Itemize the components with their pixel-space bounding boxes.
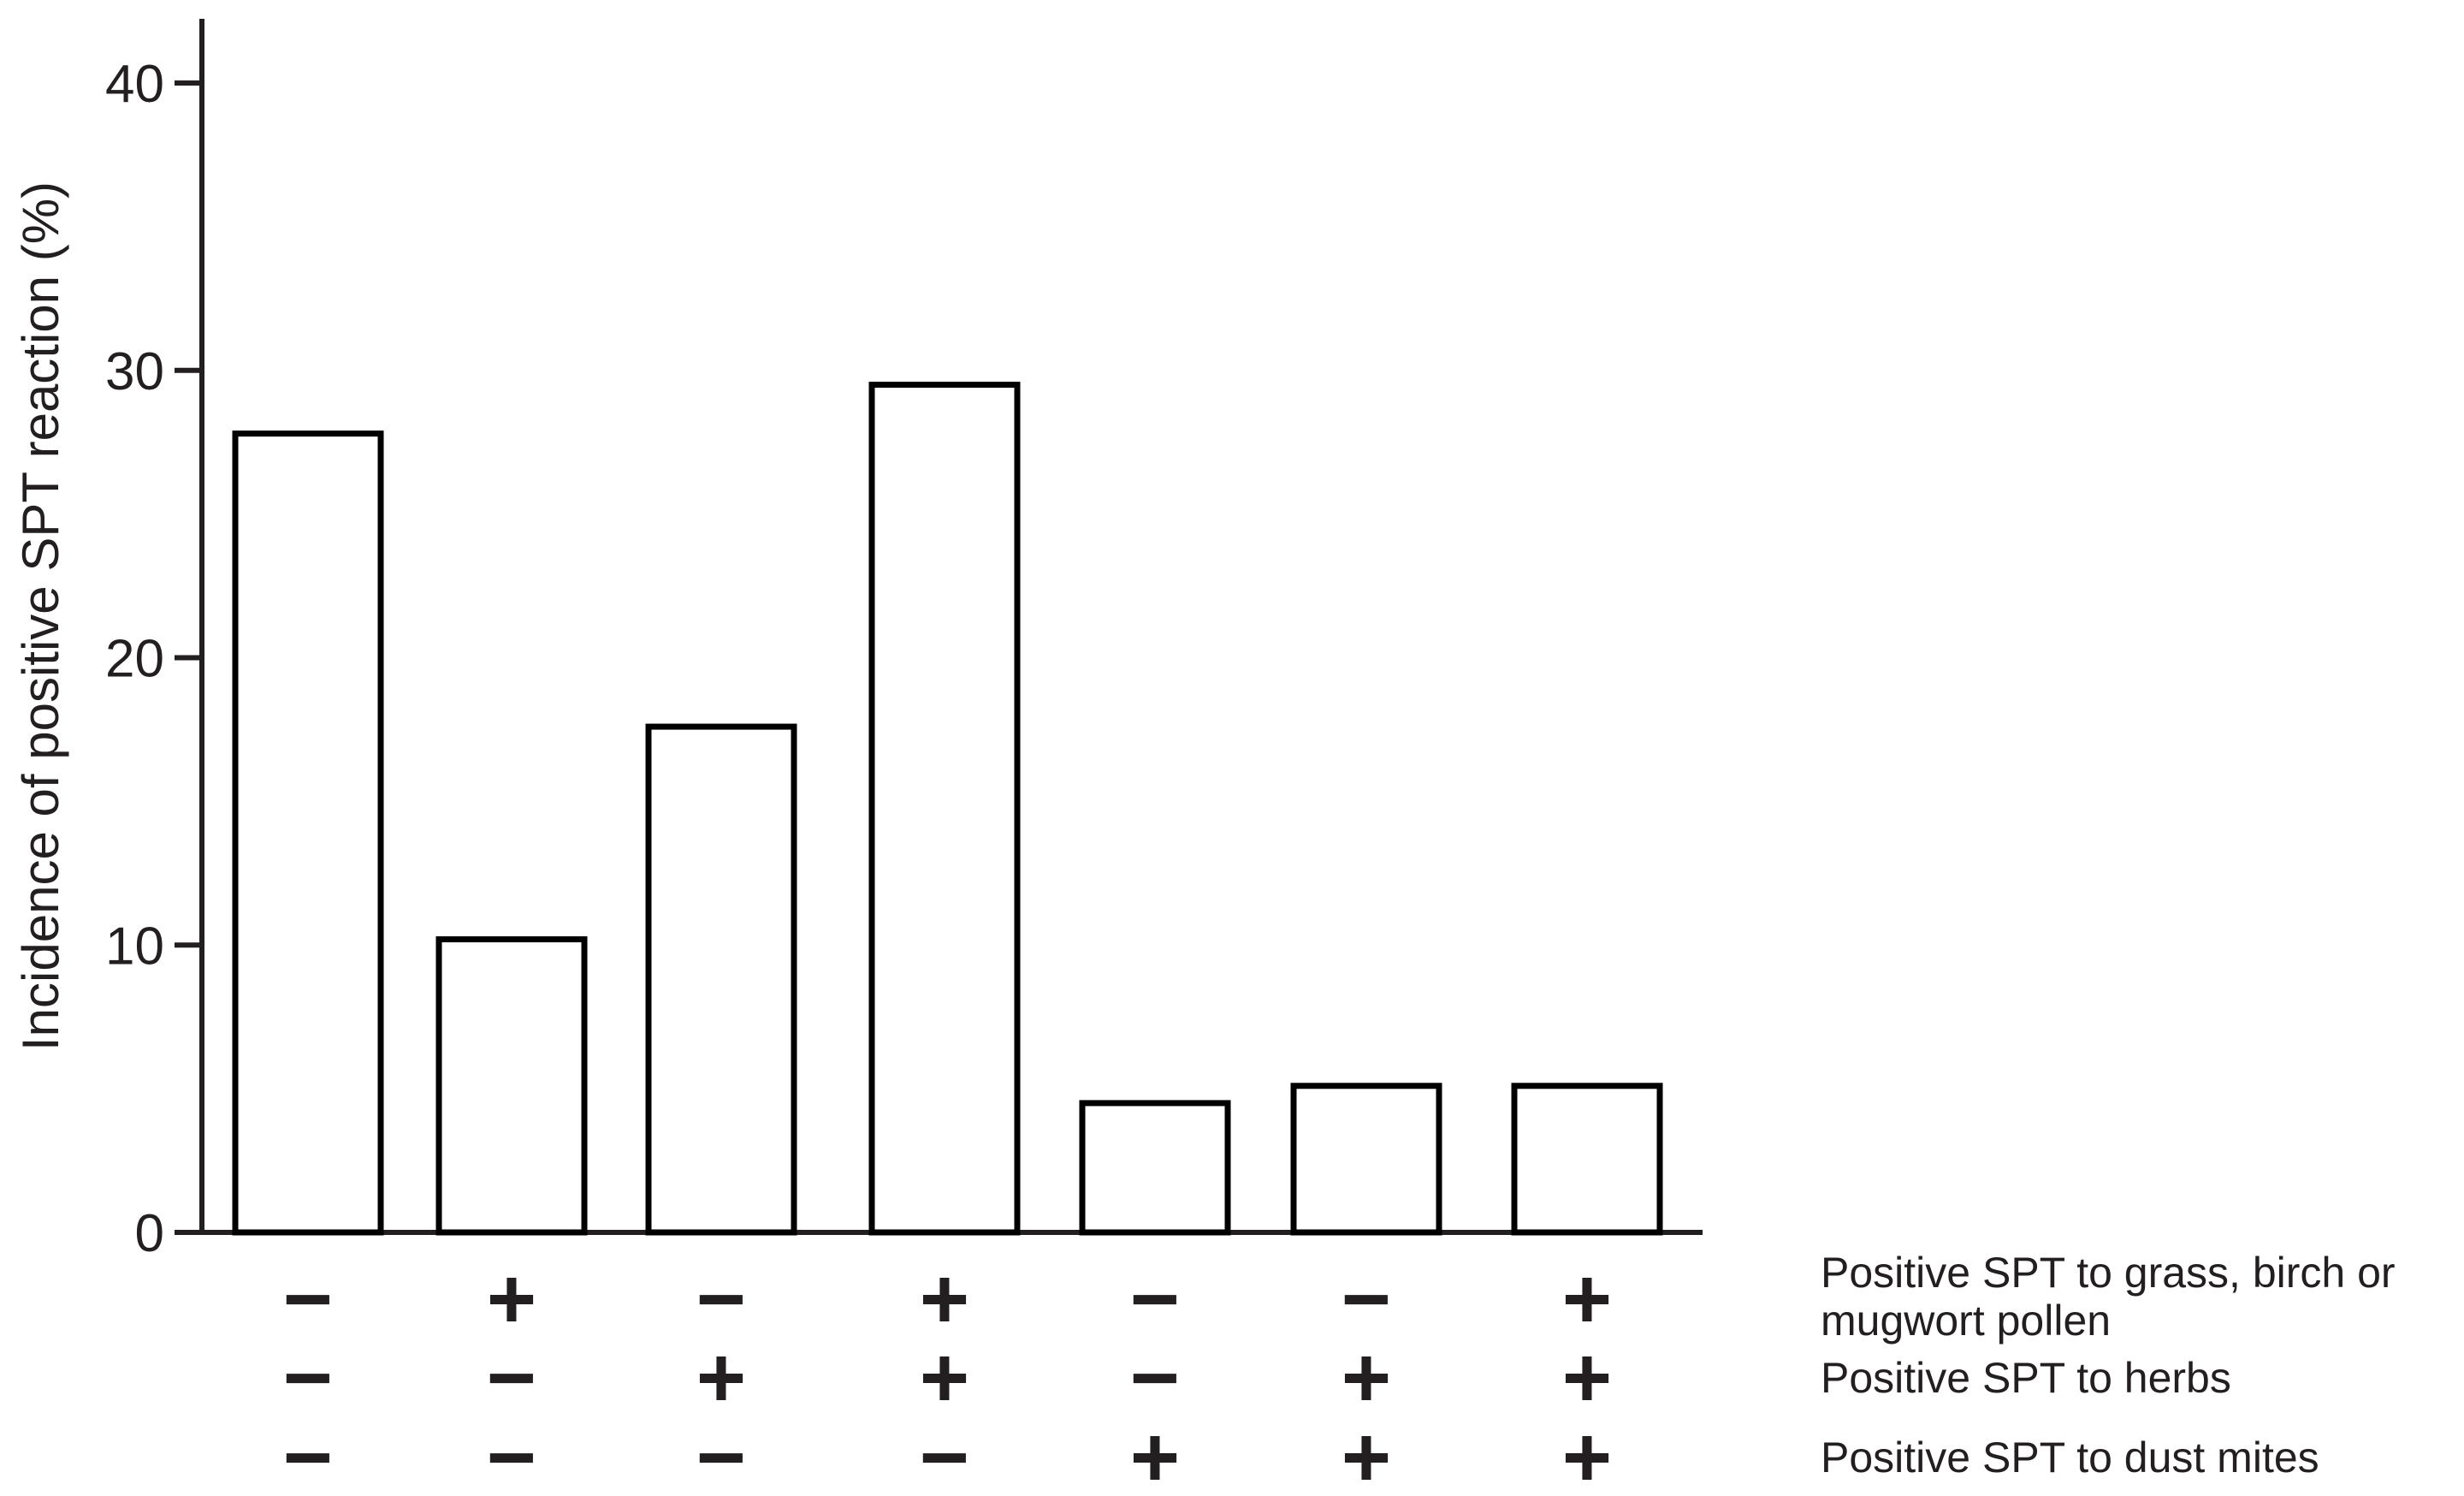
condition-sign: +: [1130, 1410, 1180, 1496]
condition-sign: +: [1562, 1410, 1612, 1496]
condition-row-label: mugwort pollen: [1821, 1297, 2111, 1345]
bar: [645, 723, 797, 1236]
condition-sign: −: [1130, 1251, 1180, 1347]
y-tick-label: 30: [105, 342, 164, 401]
condition-sign: +: [1342, 1330, 1391, 1426]
condition-sign: +: [920, 1251, 969, 1347]
condition-sign: +: [1562, 1330, 1612, 1426]
condition-sign: −: [696, 1251, 746, 1347]
bars: [232, 382, 1663, 1236]
condition-row-label: Positive SPT to herbs: [1821, 1354, 2231, 1402]
condition-sign: −: [283, 1410, 333, 1496]
y-tick-label: 40: [105, 55, 164, 114]
condition-row-label: Positive SPT to dust mites: [1821, 1434, 2319, 1481]
condition-sign: −: [283, 1251, 333, 1347]
condition-sign: +: [1562, 1251, 1612, 1347]
bar: [1079, 1100, 1231, 1236]
condition-sign: −: [1130, 1330, 1180, 1426]
bar: [868, 382, 1021, 1236]
y-tick-label: 10: [105, 917, 164, 976]
bar: [1511, 1083, 1663, 1236]
bar: [435, 936, 588, 1236]
bar: [232, 430, 384, 1236]
condition-sign: +: [487, 1251, 536, 1347]
y-axis-label: Incidence of positive SPT reaction (%): [12, 181, 69, 1051]
condition-row-label: Positive SPT to grass, birch or: [1821, 1249, 2396, 1297]
condition-sign: −: [487, 1410, 536, 1496]
condition-sign: −: [696, 1410, 746, 1496]
condition-sign: −: [1342, 1251, 1391, 1347]
condition-sign: −: [487, 1330, 536, 1426]
condition-sign: +: [696, 1330, 746, 1426]
condition-sign: −: [283, 1330, 333, 1426]
condition-sign: +: [1342, 1410, 1391, 1496]
bar: [1290, 1083, 1442, 1236]
condition-signs: − + − + − − +− − + + − + +− − − − + + +: [283, 1251, 1612, 1496]
y-axis: 0 10 20 30 40: [105, 19, 204, 1263]
y-tick-label: 0: [135, 1204, 164, 1263]
condition-sign: +: [920, 1330, 969, 1426]
y-tick-label: 20: [105, 630, 164, 689]
condition-sign: −: [920, 1410, 969, 1496]
